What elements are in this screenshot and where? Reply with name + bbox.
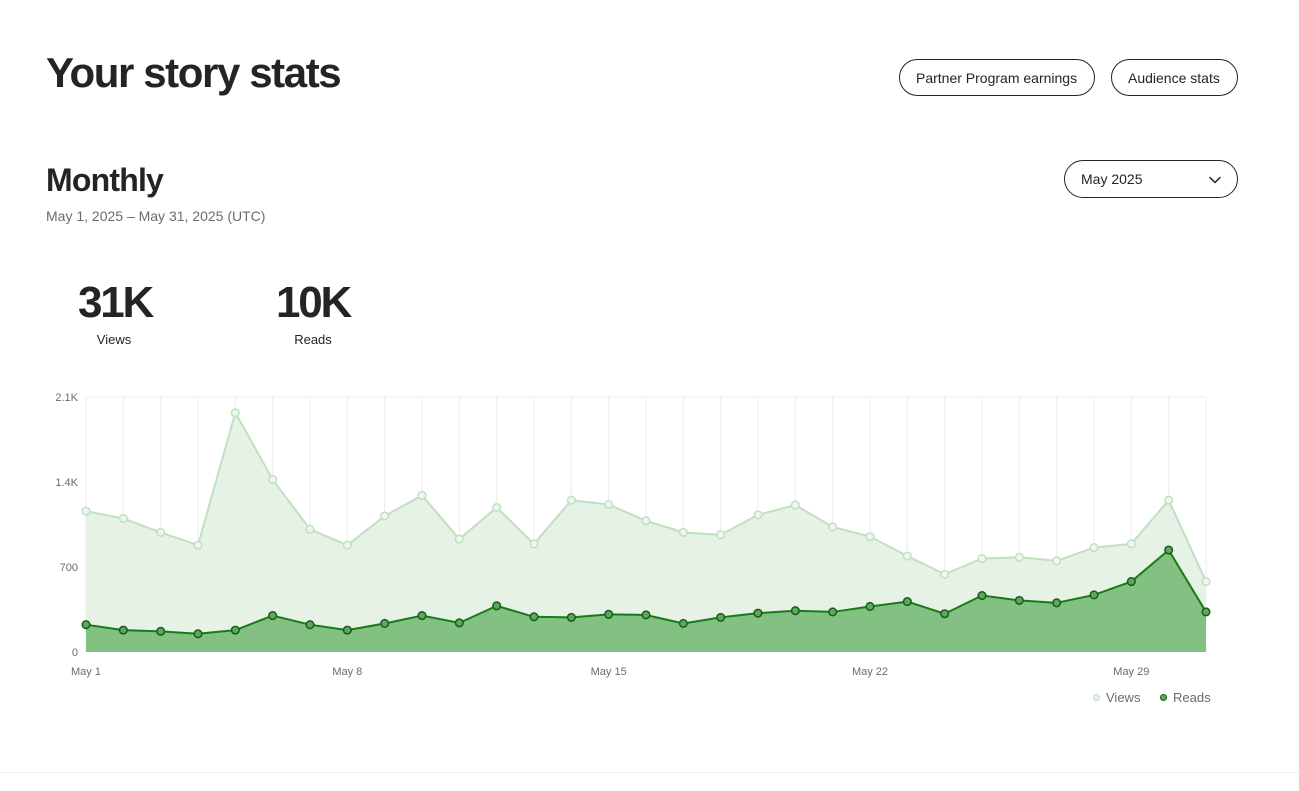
point-reads <box>380 618 390 629</box>
point-reads <box>716 612 726 622</box>
metric-label-views: Views <box>96 332 132 347</box>
point-views <box>1052 556 1062 566</box>
point-views <box>454 534 464 544</box>
point-reads <box>678 618 688 629</box>
x-tick-label: May 15 <box>591 666 627 678</box>
chevron-down-icon <box>1209 171 1221 187</box>
area-reads <box>86 550 1206 652</box>
point-reads <box>492 601 502 611</box>
point-reads <box>790 606 800 616</box>
point-views <box>977 553 987 564</box>
date-range: May 1, 2025 – May 31, 2025 (UTC) <box>46 208 266 224</box>
point-reads <box>268 611 278 621</box>
page-title: Your story stats <box>46 49 342 96</box>
point-views <box>268 475 278 485</box>
point-reads <box>529 612 539 622</box>
point-views <box>940 569 950 579</box>
bottom-divider <box>0 772 1299 773</box>
point-reads <box>566 612 576 622</box>
point-views <box>566 495 576 505</box>
y-tick-label: 2.1K <box>55 392 78 404</box>
point-views <box>604 499 614 510</box>
point-views <box>492 502 502 513</box>
legend-dot-reads <box>1160 694 1167 701</box>
legend-label-reads: Reads <box>1173 690 1211 705</box>
metric-value-views: 31K <box>78 278 154 327</box>
point-reads <box>604 609 614 619</box>
point-reads <box>81 620 91 630</box>
point-reads <box>342 625 352 635</box>
point-reads <box>977 590 987 601</box>
metric-label-reads: Reads <box>294 332 332 347</box>
point-reads <box>902 597 912 607</box>
metric-views: 31K Views <box>78 278 154 347</box>
point-views <box>1164 495 1174 505</box>
point-reads <box>1201 607 1211 617</box>
point-reads <box>940 609 950 619</box>
point-views <box>529 539 539 549</box>
point-views <box>305 524 315 534</box>
point-views <box>1201 577 1211 587</box>
point-views <box>1014 552 1024 562</box>
point-reads <box>1089 590 1099 600</box>
point-views <box>156 527 166 537</box>
point-views <box>1126 539 1136 549</box>
point-reads <box>753 608 763 618</box>
metric-value-reads: 10K <box>275 278 352 327</box>
x-tick-label: May 22 <box>852 666 888 678</box>
legend-label-views: Views <box>1106 690 1141 705</box>
point-views <box>118 513 128 523</box>
y-tick-label: 1.4K <box>55 477 78 489</box>
point-reads <box>828 607 838 617</box>
metric-reads: 10K Reads <box>275 278 352 347</box>
point-views <box>716 530 726 540</box>
point-views <box>865 532 875 542</box>
point-views <box>230 408 240 418</box>
point-reads <box>1126 577 1136 587</box>
point-reads <box>305 620 315 630</box>
y-tick-label: 0 <box>72 647 78 659</box>
x-tick-label: May 8 <box>332 666 362 678</box>
point-views <box>342 540 352 550</box>
point-reads <box>1164 545 1174 555</box>
point-reads <box>118 625 128 635</box>
point-views <box>828 522 838 532</box>
y-tick-label: 700 <box>60 562 78 574</box>
point-reads <box>454 618 464 628</box>
point-views <box>81 506 91 516</box>
legend-item-reads: Reads <box>1160 690 1211 705</box>
point-views <box>678 527 688 537</box>
legend-dot-views <box>1093 694 1100 701</box>
partner-program-earnings-button[interactable]: Partner Program earnings <box>899 59 1095 96</box>
point-reads <box>417 611 427 621</box>
stats-chart: 0 700 1.4K 2.1K May 1 May 8 May 15 May 22 May 29 <box>55 392 1211 678</box>
point-reads <box>156 626 166 636</box>
legend-item-views: Views <box>1093 690 1140 705</box>
point-views <box>380 511 390 521</box>
x-tick-label: May 29 <box>1113 666 1149 678</box>
point-views <box>641 516 651 526</box>
point-reads <box>1014 595 1024 605</box>
point-reads <box>193 629 203 639</box>
month-select[interactable]: May 2025 <box>1064 160 1238 198</box>
point-reads <box>865 601 875 612</box>
point-views <box>753 510 763 520</box>
area-views <box>86 412 1206 652</box>
point-views <box>193 540 203 550</box>
point-reads <box>230 625 240 635</box>
month-select-value: May 2025 <box>1081 171 1143 187</box>
x-tick-label: May 1 <box>71 666 101 678</box>
point-reads <box>641 610 651 620</box>
point-views <box>417 490 427 500</box>
audience-stats-button[interactable]: Audience stats <box>1111 59 1238 96</box>
point-views <box>790 500 800 510</box>
point-reads <box>1052 598 1062 608</box>
point-views <box>902 551 912 561</box>
point-views <box>1089 543 1099 553</box>
section-title-monthly: Monthly <box>46 162 164 198</box>
